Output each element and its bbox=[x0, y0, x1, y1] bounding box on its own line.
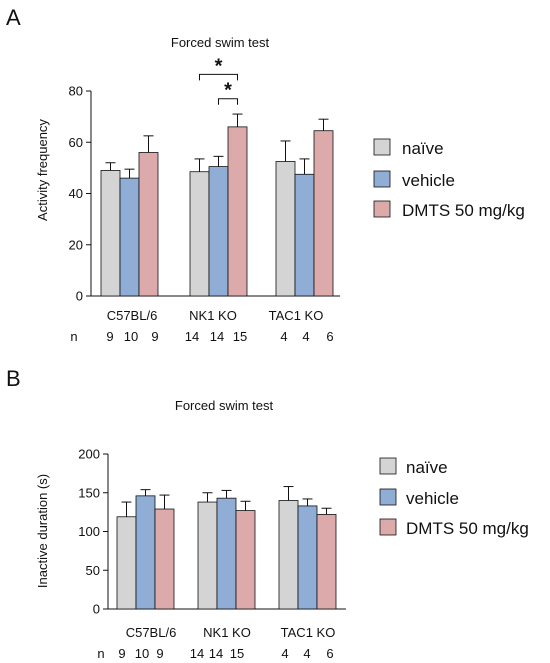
legend-a: naïve vehicle DMTS 50 mg/kg bbox=[373, 138, 525, 220]
bar-naive bbox=[189, 171, 210, 297]
panel-b: B Forced swim test Inactive duration (s)… bbox=[6, 366, 529, 661]
bar-vehicle bbox=[208, 166, 229, 297]
n-value-a: 4 bbox=[280, 329, 287, 344]
panel-letter-b: B bbox=[6, 366, 21, 391]
legend-b: naïve vehicle DMTS 50 mg/kg bbox=[379, 457, 529, 538]
legend-label-vehicle: vehicle bbox=[402, 171, 455, 190]
n-value-b: 15 bbox=[230, 646, 244, 661]
group-label-a-0: C57BL/6 bbox=[107, 308, 158, 323]
n-value-b: 9 bbox=[156, 646, 163, 661]
n-value-a: 6 bbox=[326, 329, 333, 344]
group-label-b-1: NK1 KO bbox=[203, 625, 251, 640]
legend-label-naive: naïve bbox=[406, 458, 448, 477]
n-value-a: 4 bbox=[302, 329, 309, 344]
legend-label-vehicle: vehicle bbox=[406, 489, 459, 508]
n-label-a: n bbox=[70, 329, 77, 344]
legend-label-naive: naïve bbox=[402, 139, 444, 158]
n-value-a: 14 bbox=[210, 329, 224, 344]
bar-naive bbox=[197, 501, 218, 610]
significance-star: * bbox=[224, 80, 232, 102]
bars-a bbox=[100, 126, 334, 297]
group-label-a-1: NK1 KO bbox=[189, 308, 237, 323]
significance-a: ** bbox=[199, 55, 238, 105]
y-tick-label: 0 bbox=[76, 289, 83, 304]
n-value-a: 10 bbox=[124, 329, 138, 344]
bar-dmts bbox=[313, 130, 334, 297]
n-value-a: 14 bbox=[185, 329, 199, 344]
legend-label-dmts: DMTS 50 mg/kg bbox=[406, 519, 529, 538]
y-tick-label: 200 bbox=[78, 447, 100, 462]
panel-letter-a: A bbox=[6, 5, 21, 30]
panel-a: A Forced swim test Activity frequency 0 2… bbox=[6, 5, 525, 344]
bar-dmts bbox=[227, 126, 248, 297]
y-tick-label: 80 bbox=[69, 84, 83, 99]
error-bars-a bbox=[105, 113, 329, 179]
bar-dmts bbox=[235, 510, 256, 610]
legend-swatch-naive bbox=[373, 138, 391, 156]
y-ticks-a: 0 20 40 60 80 bbox=[69, 84, 91, 304]
bars-b bbox=[116, 495, 337, 610]
bar-naive bbox=[275, 161, 296, 297]
y-tick-label: 40 bbox=[69, 186, 83, 201]
chart-title-a: Forced swim test bbox=[171, 35, 270, 50]
chart-title-b: Forced swim test bbox=[175, 398, 274, 413]
legend-label-dmts: DMTS 50 mg/kg bbox=[402, 201, 525, 220]
significance-star: * bbox=[215, 55, 223, 77]
group-label-b-0: C57BL/6 bbox=[126, 625, 177, 640]
n-value-b: 4 bbox=[281, 646, 288, 661]
y-tick-label: 50 bbox=[86, 563, 100, 578]
legend-swatch-dmts bbox=[379, 518, 397, 536]
bar-dmts bbox=[138, 152, 159, 297]
bar-vehicle bbox=[297, 505, 318, 610]
n-value-b: 6 bbox=[326, 646, 333, 661]
n-value-b: 14 bbox=[190, 646, 204, 661]
y-tick-label: 20 bbox=[69, 237, 83, 252]
n-value-b: 4 bbox=[303, 646, 310, 661]
y-ticks-b: 0 50 100 150 200 bbox=[78, 447, 108, 617]
bar-vehicle bbox=[216, 497, 237, 610]
legend-swatch-dmts bbox=[373, 200, 391, 218]
bar-dmts bbox=[154, 508, 175, 610]
bar-naive bbox=[100, 170, 121, 297]
y-axis-label-a: Activity frequency bbox=[35, 119, 50, 221]
y-tick-label: 150 bbox=[78, 485, 100, 500]
legend-swatch-vehicle bbox=[373, 170, 391, 188]
n-value-a: 9 bbox=[106, 329, 113, 344]
group-label-b-2: TAC1 KO bbox=[281, 625, 336, 640]
error-bars-b bbox=[121, 486, 332, 517]
n-value-b: 9 bbox=[118, 646, 125, 661]
y-tick-label: 0 bbox=[93, 602, 100, 617]
bar-vehicle bbox=[119, 177, 140, 297]
n-value-a: 15 bbox=[233, 329, 247, 344]
y-axis-label-b: Inactive duration (s) bbox=[35, 474, 50, 588]
bar-vehicle bbox=[294, 173, 315, 297]
bar-naive bbox=[116, 516, 137, 610]
y-tick-label: 100 bbox=[78, 524, 100, 539]
y-tick-label: 60 bbox=[69, 135, 83, 150]
n-value-b: 10 bbox=[135, 646, 149, 661]
n-label-b: n bbox=[97, 646, 104, 661]
n-value-b: 14 bbox=[209, 646, 223, 661]
legend-swatch-naive bbox=[379, 457, 397, 475]
bar-dmts bbox=[316, 514, 337, 610]
bar-naive bbox=[278, 500, 299, 610]
n-value-a: 9 bbox=[151, 329, 158, 344]
group-label-a-2: TAC1 KO bbox=[269, 308, 324, 323]
significance-bracket bbox=[199, 73, 238, 81]
bar-vehicle bbox=[135, 495, 156, 610]
legend-swatch-vehicle bbox=[379, 488, 397, 506]
significance-bracket bbox=[218, 98, 238, 105]
